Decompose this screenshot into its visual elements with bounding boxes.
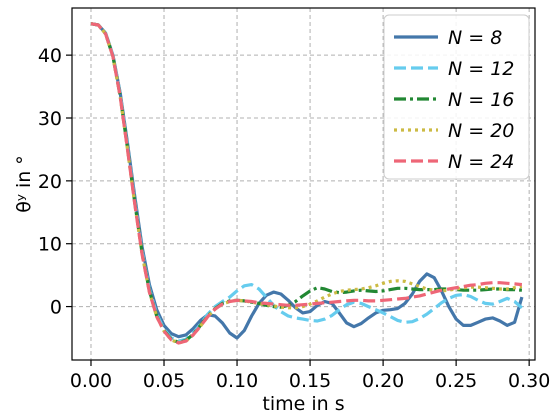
- y-tick-label: 10: [38, 234, 62, 256]
- y-axis: 0 10 20 30 40: [38, 45, 72, 319]
- x-axis-label: time in s: [262, 393, 344, 415]
- legend-entry: N = 16: [448, 89, 514, 111]
- x-tick-label: 0.00: [70, 370, 112, 392]
- legend-entry: N = 20: [448, 120, 514, 142]
- y-tick-label: 20: [38, 171, 62, 193]
- y-tick-label: 0: [50, 297, 62, 319]
- x-tick-label: 0.10: [216, 370, 258, 392]
- y-tick-label: 30: [38, 108, 62, 130]
- legend-entry: N = 8: [448, 27, 502, 49]
- series-line-5: [90, 22, 523, 345]
- x-tick-label: 0.15: [289, 370, 331, 392]
- x-tick-label: 0.20: [362, 370, 404, 392]
- series-line-2: [90, 22, 523, 343]
- x-tick-label: 0.05: [143, 370, 185, 392]
- legend-box: [383, 14, 530, 180]
- x-tick-label: 0.30: [508, 370, 550, 392]
- y-tick-label: 40: [38, 45, 62, 67]
- series-line-1: [90, 22, 524, 340]
- legend: N = 8 N = 12 N = 16 N = 20 N = 24: [383, 14, 530, 180]
- y-axis-label: θʸ in °: [13, 155, 35, 213]
- plot-frame: [71, 7, 536, 361]
- x-tick-label: 0.25: [435, 370, 477, 392]
- series-line-3: [90, 22, 523, 344]
- series-layer: [90, 22, 524, 345]
- x-axis: 0.00 0.05 0.10 0.15 0.20 0.25 0.30: [70, 360, 550, 392]
- legend-entry: N = 24: [448, 151, 514, 173]
- legend-entry: N = 12: [448, 58, 514, 80]
